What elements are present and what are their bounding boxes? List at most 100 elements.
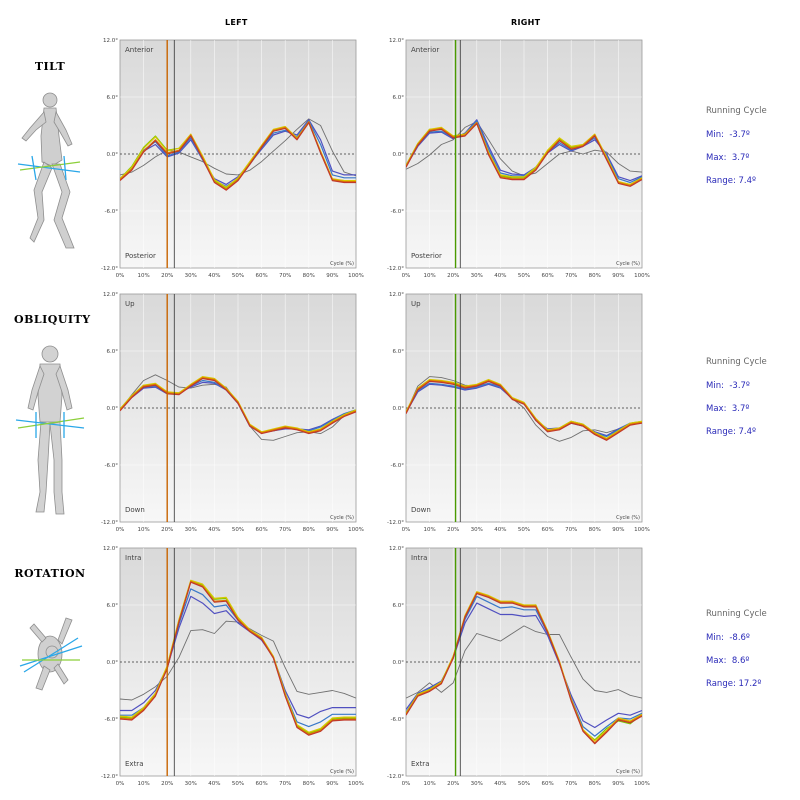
series-line [120, 377, 356, 435]
series-group [406, 591, 642, 745]
series-group [120, 579, 356, 736]
x-tick-label: 100% [348, 273, 364, 279]
x-tick-label: 70% [279, 527, 291, 533]
y-tick-label: -6.0° [105, 463, 119, 469]
x-tick-label: 40% [208, 527, 220, 533]
bottom-label: Posterior [125, 252, 156, 260]
x-tick-label: 10% [423, 781, 435, 787]
series-line [406, 376, 642, 442]
stats-max: Max: 3.7º [706, 153, 750, 163]
series-line [120, 118, 356, 177]
x-tick-label: 0% [402, 781, 411, 787]
stats-min: Min: -3.7º [706, 130, 750, 140]
stats-max: Max: 3.7º [706, 404, 750, 414]
y-tick-label: 6.0° [393, 95, 405, 101]
x-tick-label: 80% [589, 781, 601, 787]
rotation-right-chart: 12.0° 6.0° 0.0° -6.0° -12.0°0% 10% 20% 30% 40% 50… [387, 546, 650, 787]
x-tick-label: 0% [116, 781, 125, 787]
series-line [120, 377, 356, 434]
stats-max: Max: 8.6º [706, 656, 750, 666]
x-tick-label: 100% [634, 781, 650, 787]
x-tick-label: 20% [161, 273, 173, 279]
x-tick-label: 90% [326, 527, 338, 533]
x-tick-label: 50% [518, 527, 530, 533]
x-tick-label: 30% [185, 781, 197, 787]
y-tick-label: -12.0° [387, 774, 404, 780]
x-tick-label: 60% [255, 273, 267, 279]
x-tick-label: 20% [161, 527, 173, 533]
series-group [120, 374, 356, 441]
bottom-label: Extra [125, 760, 143, 768]
stats-heading: Running Cycle [706, 106, 767, 116]
x-tick-label: 10% [137, 781, 149, 787]
y-tick-label: -12.0° [101, 520, 118, 526]
series-line [406, 380, 642, 441]
top-label: Intra [125, 554, 141, 562]
x-tick-label: 20% [447, 273, 459, 279]
top-label: Anterior [411, 46, 439, 54]
x-tick-label: 30% [185, 273, 197, 279]
y-tick-label: 12.0° [389, 292, 404, 298]
x-tick-label: 70% [565, 527, 577, 533]
bottom-label: Down [411, 506, 431, 514]
series-line [406, 379, 642, 440]
x-tick-label: 20% [447, 527, 459, 533]
stats-min: Min: -3.7º [706, 381, 750, 391]
x-tick-label: 40% [208, 273, 220, 279]
y-tick-label: -6.0° [391, 209, 405, 215]
row-title-rotation: ROTATION [14, 567, 86, 580]
series-line [406, 123, 642, 187]
x-tick-label: 60% [255, 781, 267, 787]
runner-side-view-icon [14, 88, 86, 266]
series-line [406, 593, 642, 745]
x-axis-label: Cycle (%) [330, 769, 354, 775]
x-tick-label: 0% [116, 527, 125, 533]
y-tick-label: -12.0° [387, 266, 404, 272]
x-tick-label: 50% [232, 527, 244, 533]
x-tick-label: 100% [348, 781, 364, 787]
x-tick-label: 50% [518, 781, 530, 787]
x-tick-label: 100% [634, 527, 650, 533]
x-tick-label: 0% [402, 273, 411, 279]
series-group [120, 118, 356, 191]
series-line [406, 378, 642, 439]
x-tick-label: 90% [612, 273, 624, 279]
tilt-left-chart: 12.0° 6.0° 0.0° -6.0° -12.0°0% 10% 20% 30% 40% 50… [101, 38, 364, 279]
y-tick-label: -6.0° [391, 463, 405, 469]
x-tick-label: 60% [541, 273, 553, 279]
x-tick-label: 80% [303, 527, 315, 533]
y-tick-label: -6.0° [391, 717, 405, 723]
x-tick-label: 100% [634, 273, 650, 279]
x-axis-label: Cycle (%) [616, 515, 640, 521]
y-tick-label: 0.0° [107, 660, 119, 666]
y-tick-label: 6.0° [107, 95, 119, 101]
x-tick-label: 90% [326, 781, 338, 787]
bottom-label: Posterior [411, 252, 442, 260]
top-label: Up [125, 300, 135, 308]
x-tick-label: 40% [494, 781, 506, 787]
column-header-left: LEFT [225, 18, 248, 27]
x-tick-label: 70% [565, 273, 577, 279]
x-tick-label: 50% [232, 781, 244, 787]
y-tick-label: 0.0° [393, 406, 405, 412]
y-tick-label: -12.0° [101, 774, 118, 780]
column-header-right: RIGHT [511, 18, 541, 27]
x-tick-label: 20% [161, 781, 173, 787]
x-tick-label: 90% [326, 273, 338, 279]
tilt-right-chart: 12.0° 6.0° 0.0° -6.0° -12.0°0% 10% 20% 30% 40% 50… [387, 38, 650, 279]
series-group [406, 376, 642, 442]
y-tick-label: 6.0° [393, 603, 405, 609]
series-line [406, 625, 642, 699]
row-title-obliquity: OBLIQUITY [14, 313, 91, 326]
x-tick-label: 10% [423, 273, 435, 279]
obliquity-right-chart: 12.0° 6.0° 0.0° -6.0° -12.0°0% 10% 20% 30% 40% 50… [387, 292, 650, 533]
x-tick-label: 80% [303, 781, 315, 787]
stats-range: Range: 17.2º [706, 679, 762, 689]
stats-heading: Running Cycle [706, 609, 767, 619]
x-tick-label: 0% [402, 527, 411, 533]
series-line [406, 122, 642, 185]
series-line [120, 579, 356, 733]
obliquity-stats: Running Cycle Min: -3.7º Max: 3.7º Range… [706, 357, 767, 450]
x-tick-label: 90% [612, 781, 624, 787]
y-tick-label: 6.0° [393, 349, 405, 355]
